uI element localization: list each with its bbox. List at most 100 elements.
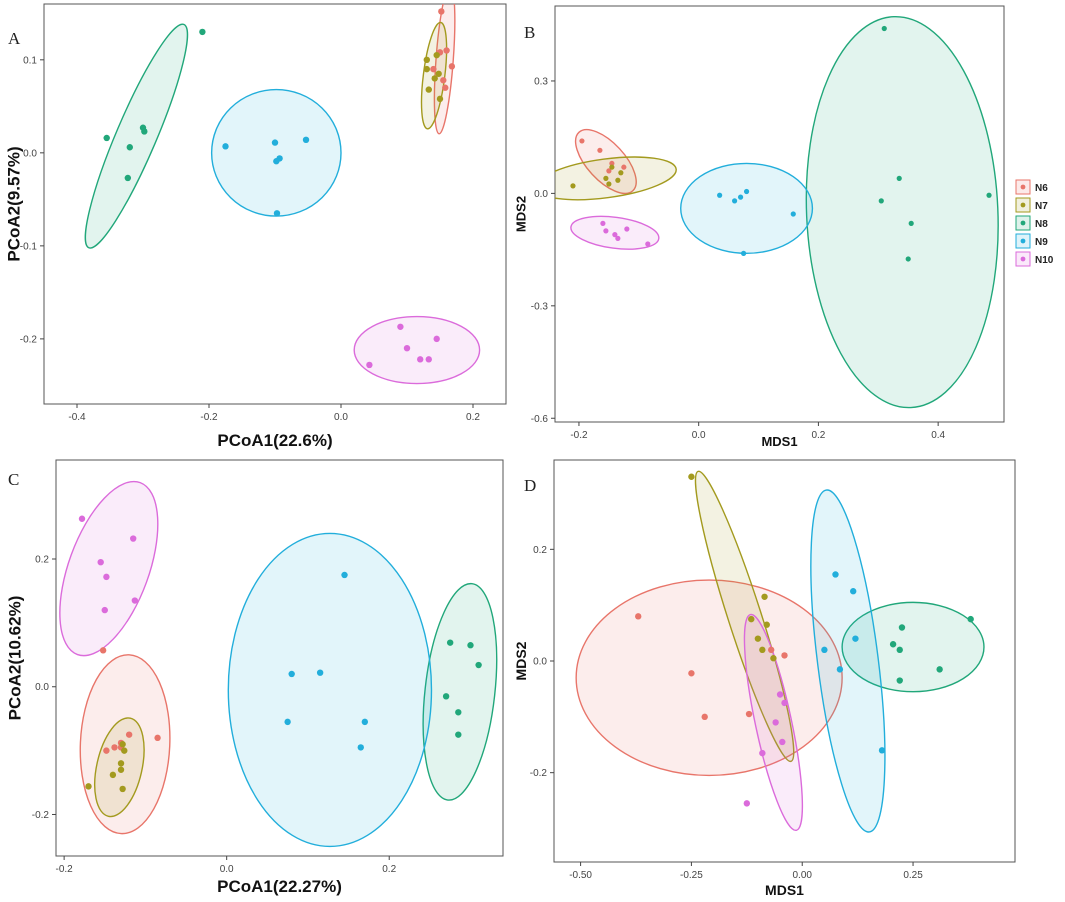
panel-c-point-n10: [101, 606, 108, 614]
legend-marker-n7: [1020, 202, 1026, 208]
panel-b-ytick-label: 0.3: [534, 76, 548, 87]
panel-a-plot-area: [84, 4, 481, 385]
panel-a-point-n10: [366, 361, 373, 369]
panel-c-point-n8: [455, 731, 462, 738]
panel-c-xtick-label: 0.0: [220, 864, 234, 875]
panel-d-ytick-label: 0.2: [533, 545, 547, 556]
panel-c-point-n7: [109, 771, 117, 779]
panel-d-point-n6: [781, 652, 788, 659]
legend-label-n6: N6: [1035, 183, 1048, 194]
panel-a-point-n6: [448, 63, 456, 70]
panel-c-point-n9: [357, 744, 364, 751]
panel-b-xtick-label: 0.2: [811, 430, 825, 441]
panel-b-ellipse-n8: [805, 15, 999, 409]
panel-d-x-axis-title: MDS1: [765, 882, 804, 898]
panel-c-point-n9: [316, 669, 324, 676]
panel-b-plot-area: [555, 15, 999, 409]
panel-b-point-n9: [737, 194, 744, 200]
panel-d-point-n6: [701, 713, 708, 721]
panel-b-point-n9: [790, 211, 796, 217]
panel-d-point-n7: [763, 621, 770, 628]
panel-d-frame: [553, 459, 1016, 863]
panel-a-point-n8: [103, 134, 110, 142]
legend-label-n10: N10: [1035, 255, 1054, 266]
panel-a-xtick-label: 0.2: [466, 412, 480, 423]
panel-c-point-n8: [446, 639, 454, 646]
legend-label-n7: N7: [1035, 201, 1048, 212]
panel-a-letter: A: [8, 29, 21, 48]
panel-a-point-n9: [273, 210, 281, 217]
panel-a-point-n8: [199, 28, 206, 36]
panel-d-xtick-label: 0.00: [792, 870, 812, 881]
panel-d-point-n8: [889, 641, 897, 648]
panel-c-point-n7: [117, 760, 125, 767]
panel-b-point-n10: [603, 228, 609, 234]
panel-d-point-n7: [754, 635, 762, 642]
panel-d-point-n10: [772, 719, 779, 726]
panel-d-point-n8: [967, 615, 974, 623]
panel-c-point-n10: [130, 535, 137, 542]
panel-a-point-n7: [431, 75, 438, 82]
panel-a-point-n8: [126, 144, 133, 151]
panel-c-point-n8: [475, 661, 482, 669]
panel-d-point-n8: [936, 666, 943, 673]
panel-a-point-n6: [438, 8, 445, 15]
panel-c-point-n7: [121, 747, 128, 754]
legend-label-n9: N9: [1035, 237, 1048, 248]
panel-a-point-n10: [425, 356, 432, 363]
panel-c-point-n10: [103, 573, 110, 581]
panel-a-point-n7: [425, 86, 432, 93]
panel-b-point-n6: [609, 160, 615, 167]
panel-b-point-n8: [905, 256, 911, 262]
panel-d-ytick-label: -0.2: [530, 768, 548, 779]
panel-c-point-n6: [111, 744, 118, 751]
panel-d-point-n8: [898, 624, 906, 631]
panel-d-plot: -0.50 -0.25 0.00 0.25 -0.2 0.0 0.2 MDS1 MDS2: [513, 459, 1016, 898]
panel-c-point-n7: [85, 783, 92, 790]
panel-b-point-n8: [878, 198, 884, 204]
panel-d-point-n6: [768, 646, 775, 654]
panel-b-x-axis-title: MDS1: [761, 434, 797, 449]
panel-a-ytick-label: -0.1: [20, 241, 38, 252]
panel-c-ellipse-n10: [59, 480, 159, 657]
panel-d-point-n10: [776, 691, 784, 698]
panel-a-ellipse-n9: [210, 88, 342, 217]
panel-a-point-n7: [423, 56, 430, 64]
panel-c-point-n10: [131, 597, 139, 604]
panel-d-point-n6: [635, 613, 642, 620]
panel-d-ellipse-n8: [841, 601, 985, 693]
panel-d-point-n8: [896, 646, 903, 654]
panel-b-point-n9: [717, 192, 723, 198]
panel-b-ytick-label: 0.0: [534, 189, 548, 200]
panel-c-point-n6: [103, 747, 110, 754]
panel-b: -0.2 0.0 0.2 0.4 -0.6 -0.3 0.0 0.3 MDS1 MDS2 B: [514, 5, 1005, 449]
panel-b-letter: B: [524, 23, 535, 42]
panel-a-point-n7: [433, 51, 440, 59]
panel-c-ellipse-n9: [227, 532, 433, 848]
panel-b-plot: -0.2 0.0 0.2 0.4 -0.6 -0.3 0.0 0.3 MDS1 MDS2: [514, 5, 1005, 449]
panel-b-ellipse-n9: [680, 162, 814, 255]
panel-c-point-n8: [455, 709, 462, 716]
panel-a-plot: -0.4 -0.2 0.0 0.2 -0.2 -0.1 0.0 0.1 PCoA1(22.6%)…: [5, 3, 507, 450]
panel-b-ellipse-n6: [574, 128, 637, 195]
panel-a-ytick-label: -0.2: [20, 334, 38, 345]
panel-d-ellipse-n6: [575, 579, 843, 777]
panel-b-ytick-label: -0.6: [531, 414, 549, 425]
panel-d-xtick-label: 0.25: [903, 870, 923, 881]
panel-c-frame: [55, 459, 504, 857]
panel-d-xtick-label: -0.50: [569, 870, 592, 881]
panel-d-point-n7: [770, 655, 777, 662]
panel-a-ellipse-n8: [84, 23, 189, 249]
panel-a-point-n8: [141, 128, 148, 135]
panel-c-point-n6: [99, 647, 107, 654]
panel-a-xtick-label: -0.2: [200, 412, 218, 423]
panel-c-point-n9: [361, 718, 369, 726]
panel-b-point-n9: [740, 250, 747, 256]
panel-b-point-n7: [606, 181, 612, 187]
panel-d-point-n7: [761, 593, 768, 600]
panel-d-point-n9: [878, 747, 886, 754]
panel-d-point-n9: [852, 635, 859, 642]
panel-b-point-n7: [603, 175, 609, 181]
panel-b-point-n7: [609, 164, 615, 170]
